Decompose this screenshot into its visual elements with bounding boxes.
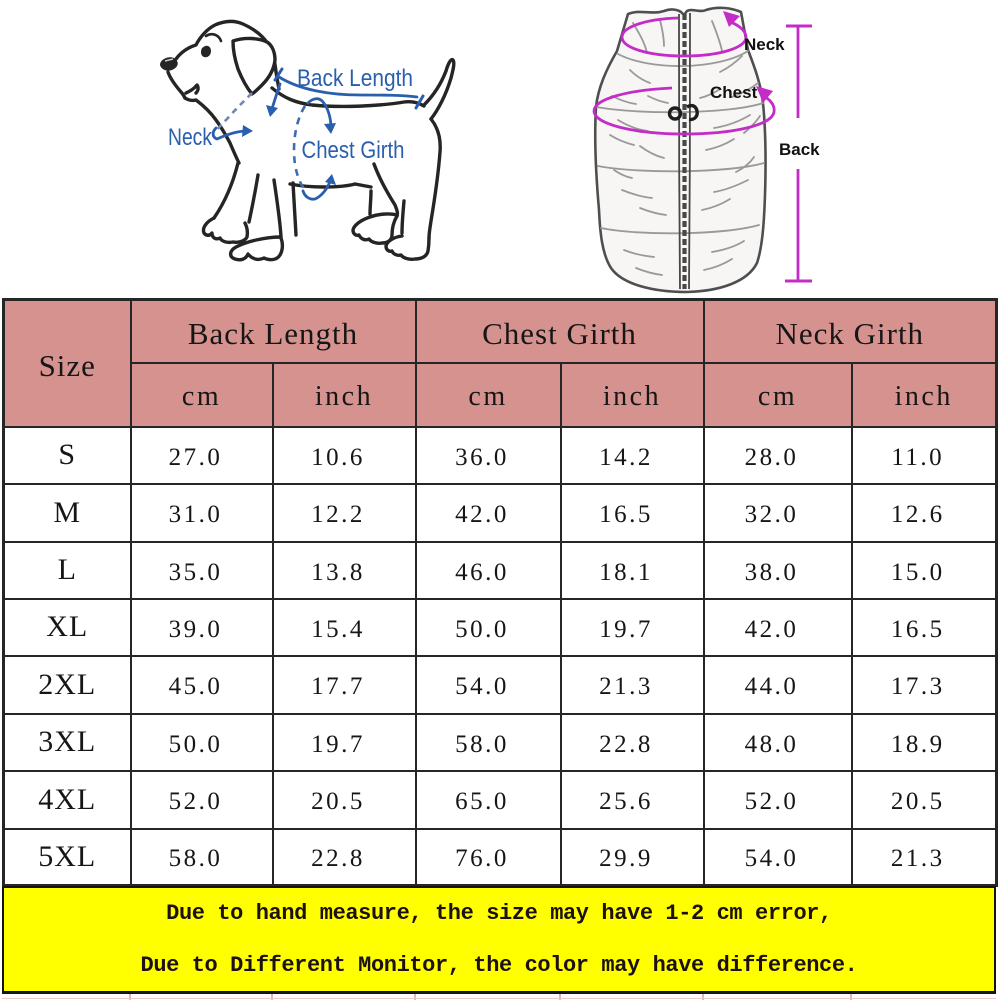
svg-text:Back Length: Back Length [297, 65, 413, 92]
svg-text:Back: Back [779, 140, 820, 159]
svg-text:Chest: Chest [710, 83, 758, 102]
svg-text:Neck: Neck [168, 124, 213, 151]
svg-text:Chest Girth: Chest Girth [302, 137, 405, 164]
svg-text:Neck: Neck [744, 35, 785, 54]
